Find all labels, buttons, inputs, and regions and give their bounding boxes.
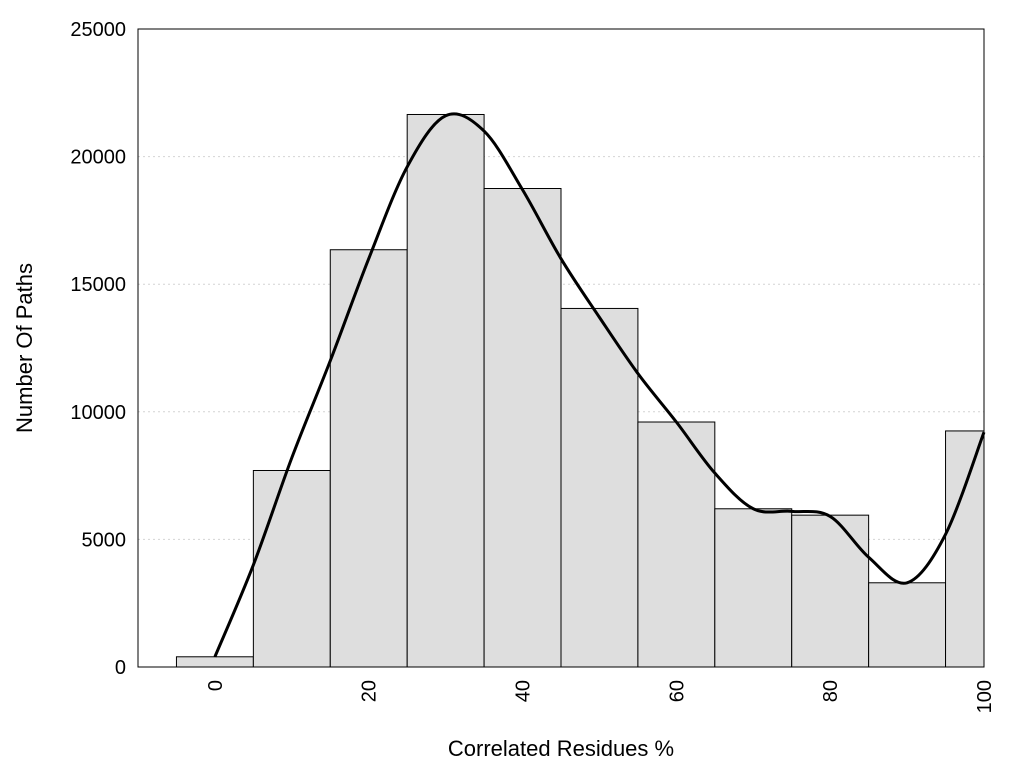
y-tick-label: 25000 (70, 19, 126, 41)
y-tick-label: 10000 (70, 402, 126, 424)
x-axis-ticks: 0 20 40 60 80 100 (205, 680, 996, 713)
histogram-bar (868, 582, 947, 668)
y-axis-title: Number Of Paths (12, 263, 37, 433)
histogram-bar (406, 113, 485, 668)
x-tick-label: 20 (359, 680, 381, 702)
x-tick-label: 100 (974, 680, 996, 713)
histogram-bar (791, 514, 870, 668)
x-tick-label: 80 (820, 680, 842, 702)
histogram-bar (560, 307, 639, 668)
x-tick-label: 40 (513, 680, 535, 702)
plot-frame (137, 28, 985, 668)
x-tick-label: 60 (666, 680, 688, 702)
histogram-bar (329, 249, 408, 668)
histogram-bar (252, 469, 331, 668)
density-curve (213, 112, 986, 658)
y-axis-ticks: 0 5000 10000 15000 20000 25000 (70, 19, 126, 679)
histogram-bar (637, 421, 716, 668)
y-tick-label: 15000 (70, 274, 126, 296)
y-tick-label: 5000 (82, 529, 127, 551)
histogram-bar (175, 656, 254, 668)
y-tick-label: 20000 (70, 147, 126, 169)
histogram-bar (945, 430, 985, 668)
x-axis-title: Correlated Residues % (448, 736, 674, 761)
bars (175, 113, 985, 668)
x-tick-label: 0 (205, 680, 227, 691)
density-curve-line (213, 112, 986, 658)
histogram-bar (714, 508, 793, 668)
histogram-bar (483, 188, 562, 668)
y-tick-label: 0 (115, 657, 126, 679)
